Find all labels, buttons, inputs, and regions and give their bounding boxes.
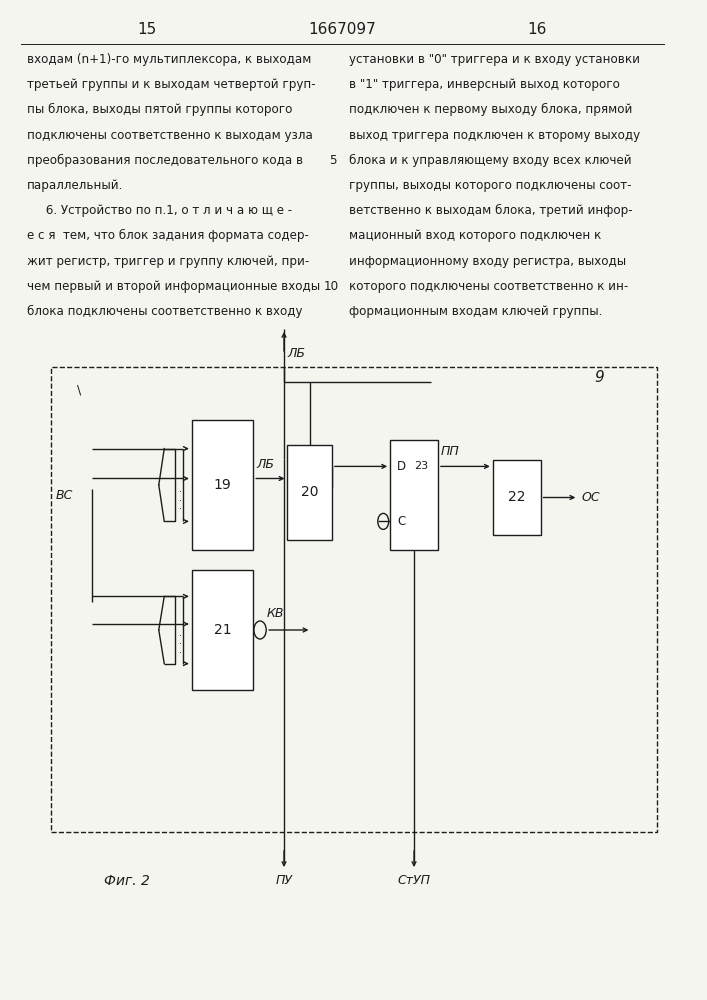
Text: 22: 22 [508,490,525,504]
Text: жит регистр, триггер и группу ключей, при-: жит регистр, триггер и группу ключей, пр… [28,255,310,268]
Text: ветственно к выходам блока, третий инфор-: ветственно к выходам блока, третий инфор… [349,204,633,217]
Text: 16: 16 [527,22,547,37]
Text: ЛБ: ЛБ [288,347,305,360]
Bar [390,440,438,550]
Text: ·
·
·: · · · [179,487,182,514]
Text: 5: 5 [329,154,337,167]
Text: ВС: ВС [56,489,74,502]
Text: входам (n+1)-го мультиплексора, к выходам: входам (n+1)-го мультиплексора, к выхода… [28,53,312,66]
Text: чем первый и второй информационные входы: чем первый и второй информационные входы [28,280,320,293]
Text: \: \ [76,383,81,396]
Text: D: D [397,460,406,473]
Text: 21: 21 [214,623,231,637]
Text: Фиг. 2: Фиг. 2 [104,874,150,888]
Text: 19: 19 [214,478,231,492]
Text: формационным входам ключей группы.: формационным входам ключей группы. [349,305,602,318]
Text: 15: 15 [138,22,157,37]
Text: ПП: ПП [440,445,460,458]
Text: преобразования последовательного кода в: преобразования последовательного кода в [28,154,303,167]
Text: которого подключены соответственно к ин-: которого подключены соответственно к ин- [349,280,629,293]
Text: пы блока, выходы пятой группы которого: пы блока, выходы пятой группы которого [28,103,293,116]
Text: КВ: КВ [267,607,284,620]
Bar [288,445,332,540]
Text: ·
·
·: · · · [179,631,182,658]
Text: 23: 23 [414,461,428,471]
Text: группы, выходы которого подключены соот-: группы, выходы которого подключены соот- [349,179,631,192]
Text: установки в "0" триггера и к входу установки: установки в "0" триггера и к входу устан… [349,53,640,66]
Text: мационный вход которого подключен к: мационный вход которого подключен к [349,229,601,242]
Text: подключены соответственно к выходам узла: подключены соответственно к выходам узла [28,129,313,142]
Text: 1667097: 1667097 [308,22,376,37]
Text: в "1" триггера, инверсный выход которого: в "1" триггера, инверсный выход которого [349,78,620,91]
Text: C: C [397,515,405,528]
Bar [192,570,253,690]
Text: ПУ: ПУ [276,874,293,887]
Bar [52,367,657,832]
Text: блока подключены соответственно к входу: блока подключены соответственно к входу [28,305,303,318]
Text: выход триггера подключен к второму выходу: выход триггера подключен к второму выход… [349,129,640,142]
Text: параллельный.: параллельный. [28,179,124,192]
Text: 10: 10 [324,280,339,293]
Bar [493,460,541,535]
Text: подключен к первому выходу блока, прямой: подключен к первому выходу блока, прямой [349,103,632,116]
Bar [192,420,253,550]
Text: ОС: ОС [582,491,600,504]
Text: информационному входу регистра, выходы: информационному входу регистра, выходы [349,255,626,268]
Text: 20: 20 [301,486,318,499]
Text: е с я  тем, что блок задания формата содер-: е с я тем, что блок задания формата соде… [28,229,309,242]
Text: ЛБ: ЛБ [256,457,274,470]
Text: 9: 9 [594,370,604,385]
Text: СтУП: СтУП [397,874,431,887]
Text: 6. Устройство по п.1, о т л и ч а ю щ е -: 6. Устройство по п.1, о т л и ч а ю щ е … [28,204,293,217]
Text: третьей группы и к выходам четвертой груп-: третьей группы и к выходам четвертой гру… [28,78,316,91]
Text: блока и к управляющему входу всех ключей: блока и к управляющему входу всех ключей [349,154,631,167]
